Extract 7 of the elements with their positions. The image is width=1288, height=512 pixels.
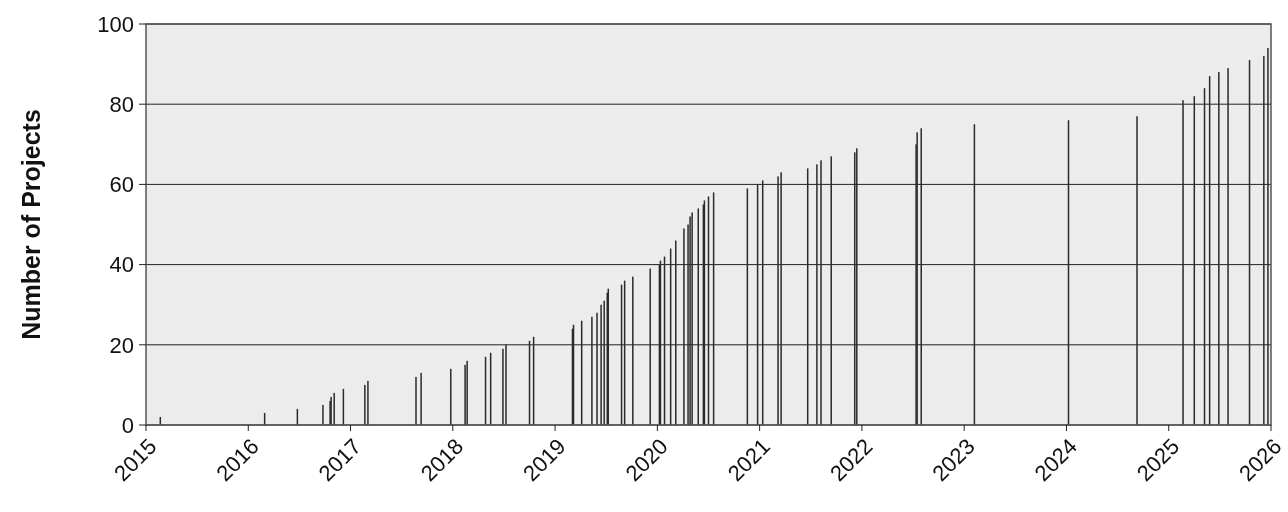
y-tick-label: 0	[121, 412, 134, 438]
y-tick-label: 60	[109, 172, 134, 198]
y-tick-label: 40	[109, 252, 134, 278]
y-tick-label: 80	[109, 91, 134, 117]
y-tick-label: 20	[109, 332, 134, 358]
y-axis-title: Number of Projects	[17, 109, 45, 340]
y-tick-label: 100	[97, 11, 134, 37]
